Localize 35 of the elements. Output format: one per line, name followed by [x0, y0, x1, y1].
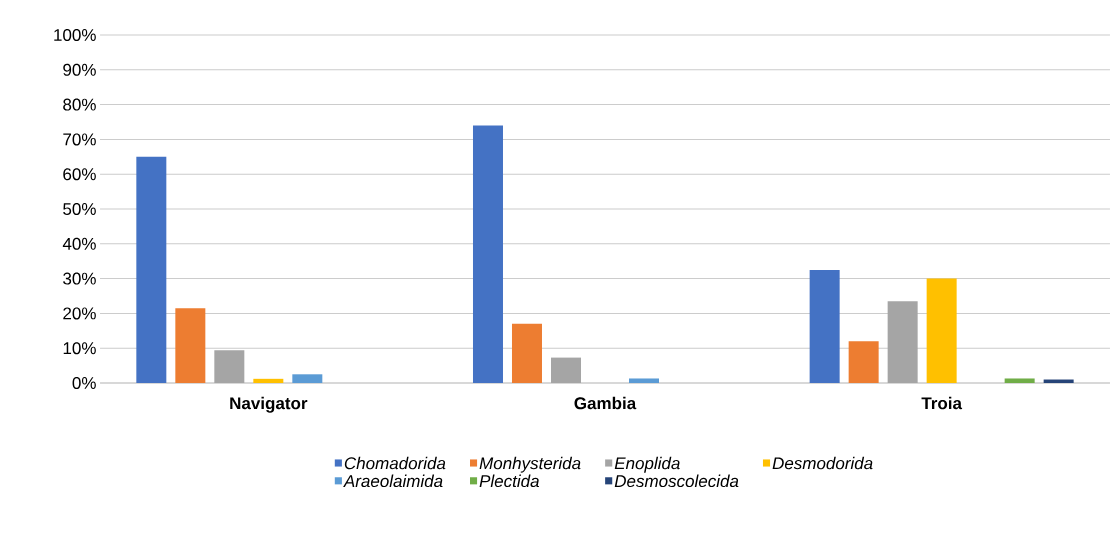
y-tick-label: 100% [54, 28, 96, 42]
bar [809, 269, 840, 383]
bar [253, 378, 284, 383]
bar [1004, 378, 1035, 383]
legend-label: Enoplida [614, 456, 680, 473]
bar [848, 341, 879, 383]
y-tick-label: 90% [63, 63, 96, 76]
bar [175, 308, 206, 383]
y-tick-label: 60% [63, 168, 96, 181]
y-tick-label: 0% [72, 376, 96, 390]
bar [292, 374, 323, 383]
bar [887, 301, 918, 383]
legend-label: Plectida [479, 474, 539, 488]
bar [628, 378, 659, 383]
x-tick-label: Troia [921, 396, 963, 410]
y-tick-label: 30% [63, 272, 96, 285]
legend-label: Chomadorida [344, 456, 446, 470]
legend-label: Monhysterida [479, 456, 581, 473]
y-tick-label: 10% [63, 342, 96, 355]
bar [926, 278, 957, 383]
y-tick-label: 40% [62, 237, 96, 250]
bar [550, 357, 581, 383]
legend-label: Araeolaimida [343, 474, 443, 488]
x-tick-label: Navigator [230, 396, 308, 413]
y-tick-label: 50% [63, 202, 96, 216]
y-tick-label: 80% [63, 98, 96, 111]
y-tick-label: 70% [63, 133, 96, 146]
legend-label: Desmoscolecida [614, 474, 739, 488]
x-tick-label: Gambia [574, 396, 637, 410]
legend-label: Desmodorida [772, 456, 873, 470]
bar [511, 323, 542, 383]
bar [472, 125, 503, 383]
bar [214, 350, 245, 383]
y-tick-label: 20% [63, 307, 96, 320]
bar [136, 156, 167, 383]
